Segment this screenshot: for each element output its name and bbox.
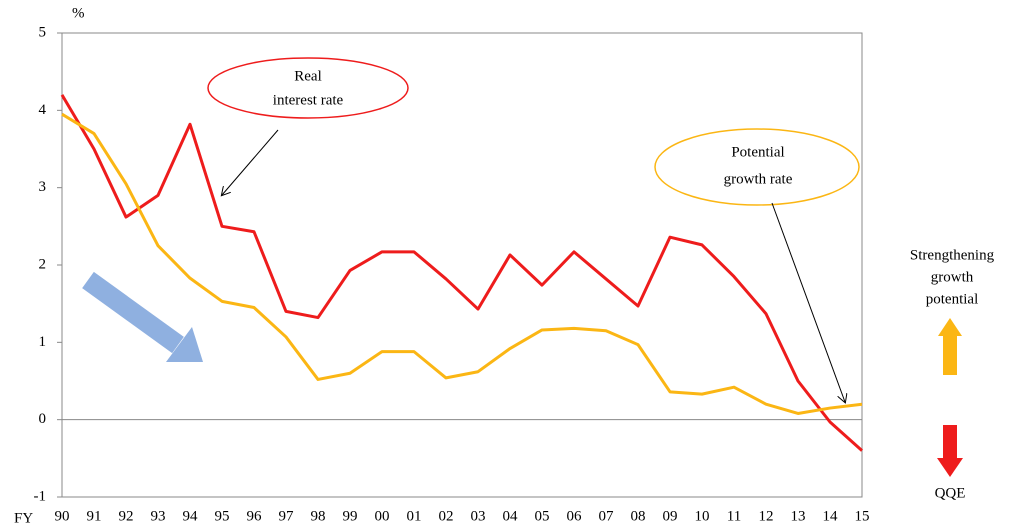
x-tick-label: 99 [343,508,358,524]
y-tick-label: 2 [39,256,47,272]
y-tick-label: 4 [39,102,47,118]
x-tick-label: 14 [823,508,839,524]
pointer [222,129,279,195]
y-unit: % [72,5,85,21]
annotation: Strengthening [910,247,995,263]
x-tick-label: 94 [183,508,199,524]
y-tick-label: 3 [39,179,47,195]
x-label: FY [14,510,33,526]
annotation: Potential [731,144,784,160]
x-tick-label: 10 [695,508,710,524]
pointer [771,202,845,402]
annotation: potential [926,291,979,307]
x-tick-label: 13 [791,508,806,524]
x-tick-label: 90 [55,508,70,524]
plot-frame [61,32,863,498]
x-tick-label: 95 [215,508,230,524]
x-tick-label: 97 [279,508,295,524]
down-arrow [937,425,963,477]
annotation: growth rate [724,171,793,187]
potential-ellipse [654,128,860,206]
series-line [60,94,863,452]
x-tick-label: 92 [119,508,134,524]
x-tick-label: 11 [727,508,741,524]
up-arrow [938,318,962,375]
x-tick-label: 09 [663,508,678,524]
annotation: QQE [935,485,966,501]
x-tick-label: 93 [151,508,166,524]
x-tick-label: 98 [311,508,326,524]
x-tick-label: 12 [759,508,774,524]
y-tick-label: 5 [39,24,47,40]
annotation: Real [294,68,322,84]
x-tick-label: 06 [567,508,583,524]
x-tick-label: 00 [375,508,390,524]
y-tick-label: 1 [39,334,47,350]
x-tick-label: 08 [631,508,646,524]
annotation: growth [931,269,974,285]
x-tick-label: 91 [87,508,102,524]
x-tick-label: 02 [439,508,454,524]
x-tick-label: 96 [247,508,263,524]
trend-arrow [82,271,203,362]
series-line [61,112,863,415]
x-tick-label: 03 [471,508,486,524]
annotation: interest rate [273,92,344,108]
x-tick-label: 15 [855,508,870,524]
x-tick-label: 07 [599,508,615,524]
x-tick-label: 04 [503,508,519,524]
x-tick-label: 01 [407,508,422,524]
y-tick-label: -1 [34,488,47,504]
real-rate-ellipse [207,57,409,119]
x-tick-label: 05 [535,508,550,524]
y-tick-label: 0 [39,411,47,427]
